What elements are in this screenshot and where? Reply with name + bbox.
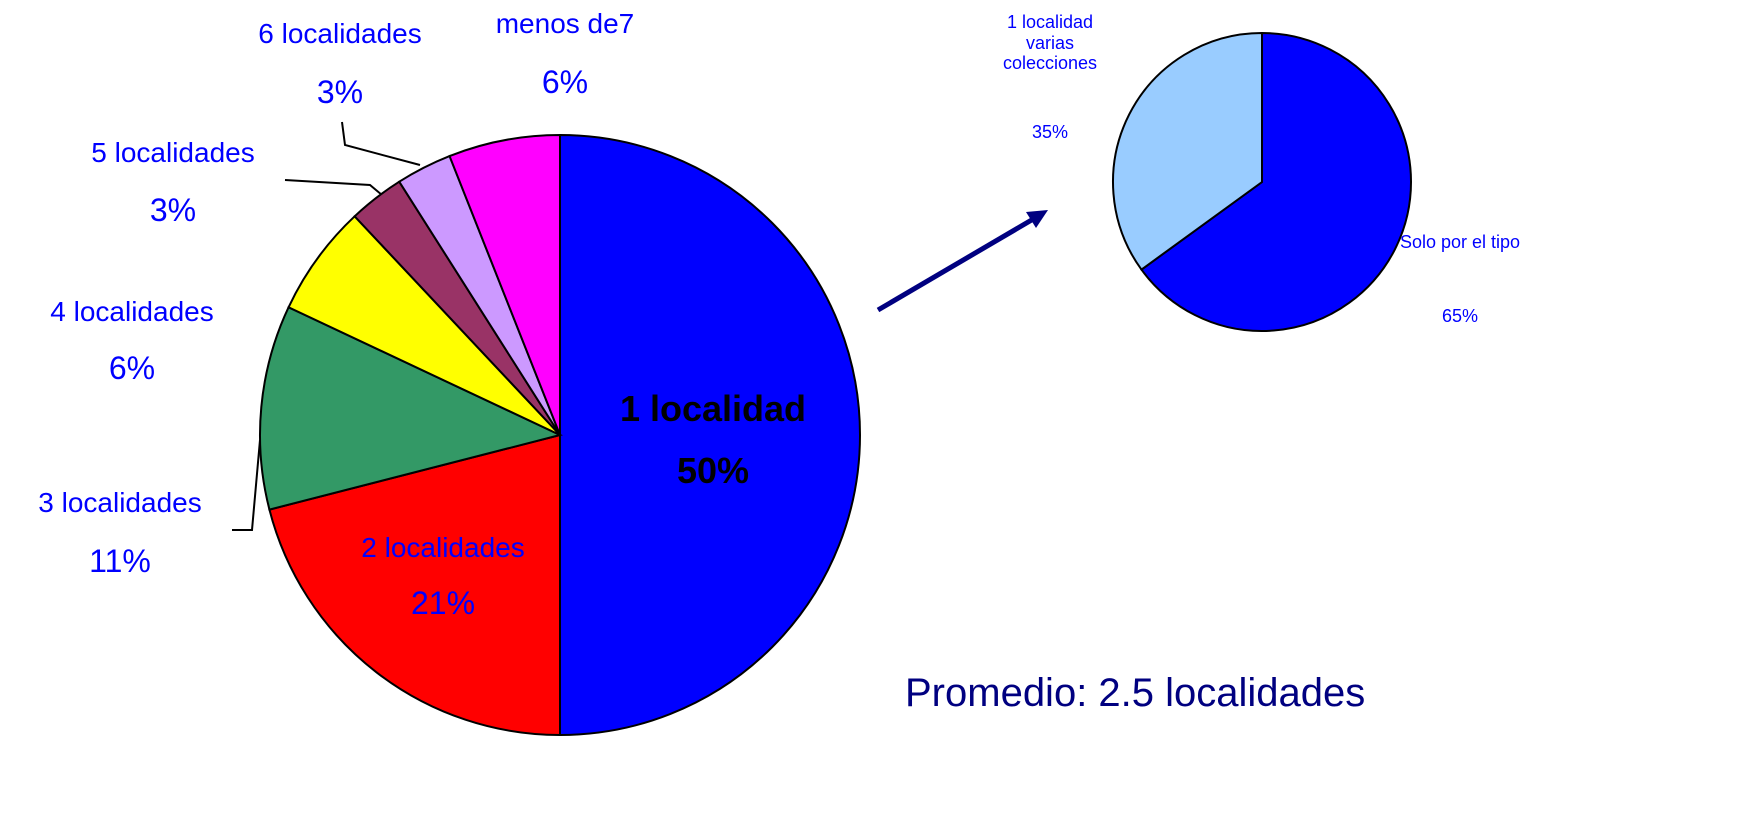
slice-value: 6% bbox=[108, 350, 156, 386]
arrow-head bbox=[1026, 210, 1048, 228]
slice-label: 4 localidades bbox=[50, 296, 214, 327]
arrow-line bbox=[876, 215, 1037, 313]
slice-label: 2 localidades bbox=[361, 532, 525, 563]
slice-label: 6 localidades bbox=[258, 18, 422, 49]
slice-value: 50% bbox=[676, 450, 750, 491]
pie-slice bbox=[559, 133, 861, 737]
slice-value: 6% bbox=[541, 64, 589, 100]
pie-slice bbox=[1112, 31, 1263, 271]
pie-slice bbox=[448, 133, 561, 436]
slice-label: 5 localidades bbox=[91, 137, 255, 168]
slice-value: 35% bbox=[1031, 122, 1069, 142]
slice-label: 1 localidad varias colecciones bbox=[1002, 12, 1098, 74]
pie-slice bbox=[259, 305, 563, 511]
slice-value: 11% bbox=[89, 543, 151, 579]
leader-line bbox=[284, 179, 383, 196]
slice-value: 3% bbox=[316, 74, 364, 110]
slice-value: 3% bbox=[149, 192, 197, 228]
annotation: Promedio: 2.5 localidades bbox=[905, 671, 1366, 715]
slice-label: menos de7 bbox=[495, 8, 635, 39]
leader-line bbox=[341, 121, 421, 166]
slice-value: 65% bbox=[1441, 306, 1479, 326]
pie-slice bbox=[1140, 31, 1413, 332]
slice-label: Solo por el tipo bbox=[1399, 232, 1521, 252]
slice-label: 1 localidad bbox=[619, 388, 807, 429]
leader-line bbox=[232, 439, 261, 531]
slice-label: 3 localidades bbox=[38, 487, 202, 518]
pie-slice bbox=[268, 433, 561, 737]
slice-value: 21% bbox=[410, 585, 476, 621]
